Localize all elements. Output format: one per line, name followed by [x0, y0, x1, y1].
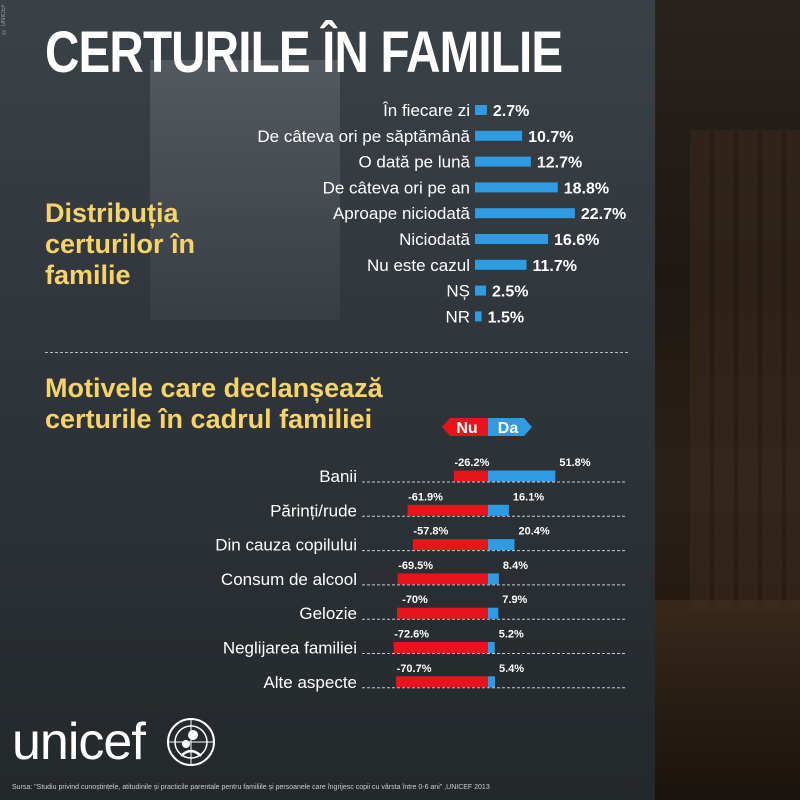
dist-category-label: Aproape niciodată: [333, 204, 471, 223]
reason-bar-da: [488, 573, 499, 585]
dist-bar: [475, 182, 558, 193]
background-floor: [655, 600, 800, 800]
legend-no-swatch: [442, 418, 488, 436]
reason-value-nu: -70%: [402, 594, 428, 606]
reason-value-da: 16.1%: [513, 491, 544, 503]
reason-bar-da: [488, 607, 499, 619]
reason-value-nu: -61.9%: [408, 491, 443, 503]
legend-yes-swatch: [488, 418, 532, 436]
dist-bar: [475, 156, 531, 167]
dist-bar: [475, 311, 482, 322]
dist-category-label: De câteva ori pe săptămână: [257, 127, 470, 146]
reason-category-label: Părinți/rude: [270, 501, 357, 520]
reason-bar-da: [488, 539, 515, 551]
reasons-section-title: Motivele care declanșează certurile în c…: [45, 373, 383, 434]
reason-bar-nu: [397, 607, 488, 619]
unicef-emblem-icon: [167, 718, 215, 766]
legend-yes-label: Da: [498, 420, 519, 437]
dist-category-label: De câteva ori pe an: [323, 178, 470, 197]
reason-value-nu: -57.8%: [413, 526, 448, 538]
distribution-chart: În fiecare zi 2.7% De câteva ori pe săptăm…: [257, 101, 626, 326]
dist-value-label: 22.7%: [581, 206, 626, 223]
reason-value-nu: -26.2%: [455, 457, 490, 469]
reason-bar-da: [488, 676, 496, 688]
reason-category-label: Din cauza copilului: [215, 536, 357, 555]
dist-value-label: 18.8%: [564, 180, 609, 197]
background-door: [690, 130, 800, 610]
dist-category-label: NR: [445, 307, 470, 326]
reason-category-label: Gelozie: [299, 604, 357, 623]
reason-value-da: 8.4%: [503, 560, 528, 572]
unicef-logo-text: unicef: [12, 713, 146, 771]
source-note: Sursa: "Studiu privind cunoștințele, ati…: [12, 784, 490, 791]
dist-value-label: 2.5%: [492, 284, 528, 301]
dist-value-label: 11.7%: [532, 258, 576, 275]
reason-value-nu: -69.5%: [398, 560, 433, 572]
dist-category-label: În fiecare zi: [382, 101, 470, 120]
reason-bar-da: [488, 504, 509, 516]
reason-category-label: Neglijarea familiei: [223, 639, 357, 658]
reason-category-label: Banii: [319, 467, 357, 486]
page-title: CERTURILE ÎN FAMILIE: [45, 20, 563, 85]
background-window: [150, 60, 340, 320]
reason-category-label: Consum de alcool: [221, 570, 357, 589]
reason-value-nu: -72.6%: [394, 629, 429, 641]
dist-value-label: 10.7%: [528, 129, 573, 146]
dist-category-label: Nu este cazul: [367, 256, 470, 275]
reason-bar-nu: [393, 642, 488, 653]
dist-bar: [475, 285, 486, 296]
dist-value-label: 12.7%: [537, 155, 582, 172]
reason-bar-nu: [412, 539, 488, 551]
dist-bar: [475, 208, 575, 219]
reasons-chart: Banii -26.2% 51.8% Părinți/rude -61.9% 16.1% D…: [215, 457, 625, 692]
legend-no-label: Nu: [456, 420, 477, 437]
reason-category-label: Alte aspecte: [263, 673, 357, 692]
reason-bar-nu: [407, 504, 488, 516]
reason-value-da: 5.2%: [499, 629, 524, 641]
reason-value-da: 51.8%: [559, 457, 590, 469]
reason-value-da: 7.9%: [502, 594, 527, 606]
dist-category-label: NȘ: [446, 282, 470, 301]
dist-bar: [475, 130, 523, 141]
dist-value-label: 2.7%: [493, 103, 529, 120]
reason-bar-da: [488, 642, 495, 653]
reason-value-da: 20.4%: [519, 526, 550, 538]
distribution-section-title: Distribuția certurilor în familie: [45, 198, 196, 290]
reason-bar-nu: [397, 573, 488, 585]
reason-value-da: 5.4%: [499, 663, 524, 675]
dist-bar: [475, 234, 549, 244]
reason-value-nu: -70.7%: [397, 663, 432, 675]
reason-bar-da: [488, 470, 556, 482]
legend: Nu Da: [442, 418, 532, 437]
reason-bar-nu: [453, 470, 488, 482]
dist-bar: [475, 105, 487, 115]
reason-bar-nu: [396, 676, 488, 688]
dist-category-label: O dată pe lună: [358, 153, 470, 172]
dist-value-label: 16.6%: [554, 232, 599, 249]
dist-bar: [475, 259, 527, 270]
section-divider: [45, 352, 628, 353]
dist-category-label: Niciodată: [399, 230, 470, 249]
background-room: [0, 0, 655, 800]
dist-value-label: 1.5%: [488, 309, 524, 326]
